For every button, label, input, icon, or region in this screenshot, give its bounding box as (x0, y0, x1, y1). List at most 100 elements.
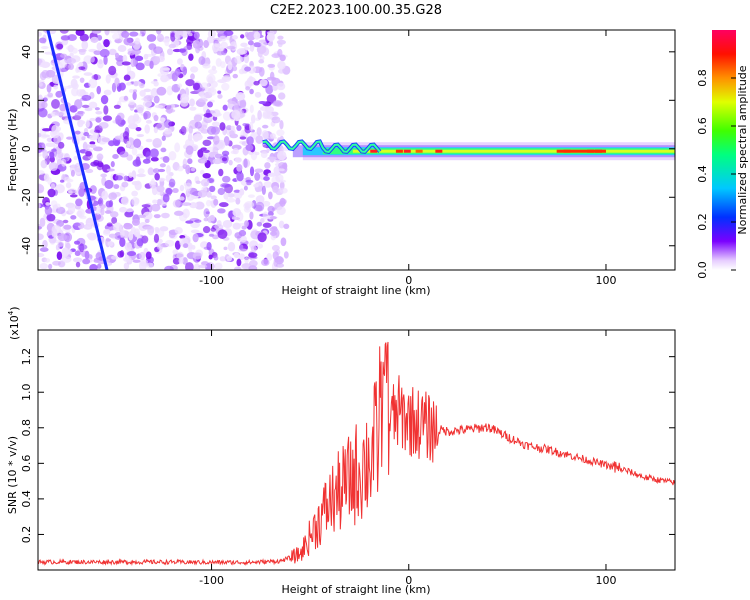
noise-blob (253, 42, 262, 48)
noise-blob (48, 162, 58, 172)
noise-blob (96, 153, 104, 161)
noise-blob (90, 56, 95, 63)
noise-blob (227, 193, 235, 198)
noise-blob (236, 258, 242, 267)
noise-blob (208, 233, 215, 237)
noise-blob (166, 165, 171, 175)
noise-blob (173, 210, 184, 216)
noise-blob (56, 219, 65, 227)
noise-blob (144, 218, 150, 224)
noise-blob (62, 219, 69, 224)
noise-blob (160, 74, 169, 83)
noise-blob (55, 90, 63, 98)
noise-blob (179, 196, 185, 201)
noise-blob (124, 242, 133, 251)
noise-blob (120, 196, 129, 206)
noise-blob (222, 111, 232, 121)
noise-blob (52, 260, 61, 266)
noise-blob (51, 148, 57, 152)
noise-blob (267, 63, 276, 68)
noise-blob (207, 86, 217, 96)
noise-blob (192, 40, 201, 49)
noise-blob (114, 77, 120, 87)
noise-blob (197, 149, 204, 158)
noise-blob (190, 221, 201, 229)
noise-blob (93, 129, 101, 133)
noise-blob (182, 66, 188, 75)
scale-exponent: 4 (7, 310, 15, 315)
noise-blob (106, 255, 112, 260)
noise-blob (164, 239, 175, 247)
noise-blob (39, 262, 49, 270)
noise-blob (239, 188, 245, 196)
noise-blob (262, 124, 269, 129)
noise-blob (145, 251, 152, 260)
noise-blob (248, 265, 258, 270)
noise-blob (262, 200, 271, 207)
noise-blob (243, 54, 250, 64)
noise-blob (67, 34, 77, 41)
noise-blob (214, 43, 222, 48)
noise-blob (247, 40, 254, 46)
noise-blob (51, 124, 59, 135)
noise-blob (44, 258, 51, 263)
noise-blob (254, 168, 264, 173)
noise-blob (79, 215, 87, 220)
noise-blob (42, 150, 49, 159)
noise-blob (105, 200, 113, 208)
noise-blob (103, 39, 110, 48)
noise-blob (85, 150, 93, 157)
carrier-hotspot (415, 149, 423, 153)
noise-blob (75, 67, 80, 73)
noise-blob (47, 92, 54, 98)
noise-blob (227, 60, 233, 71)
noise-blob (280, 198, 287, 205)
noise-blob (256, 221, 263, 227)
noise-blob (176, 58, 183, 65)
noise-blob (95, 117, 102, 123)
noise-blob (156, 243, 164, 250)
noise-blob (226, 125, 233, 131)
noise-blob (280, 237, 287, 247)
noise-blob (261, 130, 269, 140)
noise-blob (198, 264, 208, 269)
x-tick-label: 100 (595, 274, 616, 287)
figure-title: C2E2.2023.100.00.35.G28 (270, 3, 442, 18)
noise-blob (89, 141, 96, 145)
noise-blob (75, 30, 85, 37)
noise-blob (227, 241, 236, 252)
x-tick-label: 0 (405, 574, 412, 587)
colorbar: 0.0 0.2 0.4 0.6 0.8 Normalized spectral ampl… (696, 30, 749, 279)
noise-blob (72, 257, 83, 263)
noise-blob (74, 250, 81, 257)
noise-blob (165, 104, 173, 114)
noise-blob (86, 232, 96, 239)
noise-blob (61, 158, 67, 167)
noise-blob (96, 42, 102, 51)
noise-blob (277, 150, 287, 161)
noise-blob (246, 136, 254, 146)
snr-series-line (38, 341, 675, 566)
noise-blob (149, 60, 154, 70)
noise-blob (71, 82, 79, 90)
y-tick-label: 1.2 (20, 348, 33, 366)
noise-blob (89, 117, 96, 122)
noise-blob (203, 208, 210, 218)
noise-blob (186, 36, 195, 40)
noise-blob (73, 222, 81, 227)
noise-blob (185, 164, 191, 175)
noise-blob (59, 30, 69, 34)
noise-blob (38, 226, 43, 230)
y-tick-label: 20 (20, 93, 33, 107)
noise-blob (222, 104, 228, 111)
noise-blob (242, 122, 248, 127)
noise-blob (79, 77, 85, 83)
noise-blob (243, 46, 250, 51)
noise-blob (220, 182, 230, 188)
noise-blob (66, 136, 73, 140)
noise-blob (174, 68, 181, 77)
noise-blob (240, 42, 248, 48)
noise-blob (121, 30, 130, 38)
noise-blob (203, 40, 210, 49)
